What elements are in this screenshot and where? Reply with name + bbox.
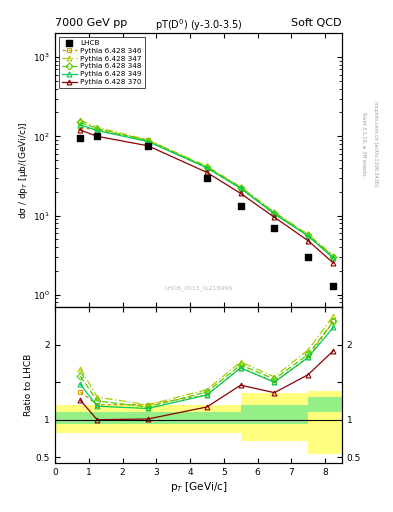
Y-axis label: Ratio to LHCB: Ratio to LHCB [24,354,33,416]
Pythia 6.428 370 [331,260,336,266]
Pythia 6.428 346 [306,233,310,239]
Pythia 6.428 346 [238,185,243,191]
Pythia 6.428 347 [145,137,150,143]
Pythia 6.428 370 [78,127,83,133]
Pythia 6.428 349 [238,185,243,191]
Pythia 6.428 348 [238,184,243,190]
Pythia 6.428 347 [331,253,336,259]
Pythia 6.428 370 [306,238,310,244]
Pythia 6.428 348 [331,254,336,260]
Pythia 6.428 346 [145,137,150,143]
Pythia 6.428 349 [78,122,83,128]
Pythia 6.428 349 [272,211,277,217]
Pythia 6.428 349 [145,138,150,144]
Line: Pythia 6.428 348: Pythia 6.428 348 [78,120,336,260]
Text: Rivet 3.1.10, ≥ 3M events: Rivet 3.1.10, ≥ 3M events [361,112,366,175]
Pythia 6.428 347 [272,209,277,216]
Pythia 6.428 370 [204,169,209,176]
LHCB [204,174,210,182]
Pythia 6.428 346 [272,211,277,217]
LHCB [237,202,244,210]
Text: 7000 GeV pp: 7000 GeV pp [55,18,127,28]
Pythia 6.428 347 [95,124,99,131]
Line: Pythia 6.428 370: Pythia 6.428 370 [78,127,336,266]
Pythia 6.428 347 [238,184,243,190]
Pythia 6.428 349 [331,255,336,261]
Pythia 6.428 349 [204,165,209,171]
Text: mcplots.cern.ch [arXiv:1306.3436]: mcplots.cern.ch [arXiv:1306.3436] [373,101,378,186]
Pythia 6.428 370 [145,143,150,149]
Text: Soft QCD: Soft QCD [292,18,342,28]
Pythia 6.428 348 [145,138,150,144]
X-axis label: p$_{T}$ [GeVi/c]: p$_{T}$ [GeVi/c] [170,480,227,494]
LHCB [305,253,311,261]
Y-axis label: dσ / dp$_{T}$ [μb/(GeVi/c)]: dσ / dp$_{T}$ [μb/(GeVi/c)] [17,121,30,219]
Pythia 6.428 370 [95,133,99,139]
Pythia 6.428 370 [238,190,243,197]
Pythia 6.428 348 [95,125,99,132]
Pythia 6.428 348 [78,119,83,125]
Pythia 6.428 348 [272,210,277,216]
LHCB [77,134,83,142]
Pythia 6.428 349 [306,233,310,239]
Text: LHCB_2013_I1218996: LHCB_2013_I1218996 [164,285,233,291]
LHCB [145,142,151,151]
Pythia 6.428 347 [78,117,83,123]
Pythia 6.428 370 [272,214,277,220]
Pythia 6.428 348 [306,232,310,239]
Pythia 6.428 346 [78,124,83,131]
Pythia 6.428 347 [204,163,209,169]
LHCB [94,132,100,140]
Line: Pythia 6.428 346: Pythia 6.428 346 [78,125,336,260]
Line: Pythia 6.428 347: Pythia 6.428 347 [78,118,336,258]
LHCB [331,282,337,290]
Pythia 6.428 346 [95,127,99,133]
Pythia 6.428 348 [204,164,209,170]
Title: pT(D$^{0}$) (y-3.0-3.5): pT(D$^{0}$) (y-3.0-3.5) [154,17,242,33]
Line: Pythia 6.428 349: Pythia 6.428 349 [78,122,336,261]
Pythia 6.428 347 [306,231,310,238]
Pythia 6.428 346 [331,254,336,260]
Legend: LHCB, Pythia 6.428 346, Pythia 6.428 347, Pythia 6.428 348, Pythia 6.428 349, Py: LHCB, Pythia 6.428 346, Pythia 6.428 347… [59,37,145,88]
Pythia 6.428 346 [204,165,209,171]
LHCB [271,224,277,232]
Pythia 6.428 349 [95,127,99,134]
